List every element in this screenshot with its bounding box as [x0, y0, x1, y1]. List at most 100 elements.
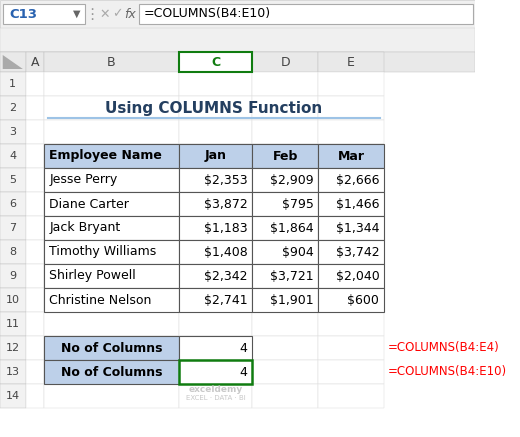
Text: ▼: ▼ [73, 9, 81, 19]
Bar [179, 216, 252, 240]
Bar [0, 360, 25, 384]
Bar [0, 312, 25, 336]
Polygon shape [3, 55, 23, 69]
Text: =COLUMNS(B4:E4): =COLUMNS(B4:E4) [387, 341, 499, 354]
Bar [25, 360, 44, 384]
Bar [318, 216, 384, 240]
Bar [25, 144, 44, 168]
Bar [44, 120, 179, 144]
Bar [318, 336, 384, 360]
Bar [44, 264, 179, 288]
Bar [44, 240, 179, 264]
Bar [252, 288, 318, 312]
Bar [179, 120, 252, 144]
Bar [318, 52, 384, 72]
Bar [318, 360, 384, 384]
Bar [0, 336, 25, 360]
Text: No of Columns: No of Columns [61, 341, 162, 354]
Text: fx: fx [124, 7, 136, 21]
Bar [252, 144, 318, 168]
Text: $3,872: $3,872 [204, 198, 248, 211]
Bar [252, 312, 318, 336]
Bar [0, 192, 25, 216]
Text: =COLUMNS(B4:E10): =COLUMNS(B4:E10) [387, 365, 506, 378]
Bar [44, 240, 179, 264]
Bar [44, 52, 179, 72]
Bar [25, 120, 44, 144]
Bar [252, 72, 318, 96]
Text: 5: 5 [9, 175, 16, 185]
Bar [318, 288, 384, 312]
Bar [318, 72, 384, 96]
Bar [318, 192, 384, 216]
Bar [25, 240, 44, 264]
Bar [179, 360, 252, 384]
Text: Shirley Powell: Shirley Powell [49, 270, 136, 282]
Bar [0, 216, 25, 240]
Bar [179, 336, 252, 360]
Bar [179, 384, 252, 408]
Text: 11: 11 [6, 319, 20, 329]
Bar [0, 144, 25, 168]
Text: $600: $600 [347, 294, 379, 306]
Bar [0, 264, 25, 288]
Text: C: C [211, 55, 220, 69]
Bar [179, 144, 252, 168]
Bar [318, 216, 384, 240]
Bar [44, 216, 179, 240]
Bar [252, 144, 318, 168]
Text: $3,742: $3,742 [336, 246, 379, 259]
Text: $904: $904 [282, 246, 314, 259]
Bar [318, 288, 384, 312]
Bar [0, 240, 25, 264]
Bar [252, 288, 318, 312]
Bar [179, 264, 252, 288]
Bar [44, 192, 179, 216]
Bar [179, 192, 252, 216]
Bar [44, 96, 179, 120]
Text: 2: 2 [9, 103, 16, 113]
Bar [44, 384, 179, 408]
Text: Employee Name: Employee Name [49, 149, 162, 163]
Bar [25, 52, 44, 72]
Bar [318, 264, 384, 288]
Text: $1,901: $1,901 [270, 294, 314, 306]
Bar [179, 52, 252, 72]
Text: $2,741: $2,741 [204, 294, 248, 306]
Text: Timothy Williams: Timothy Williams [49, 246, 157, 259]
Bar [179, 240, 252, 264]
Bar [44, 336, 179, 360]
Bar [179, 72, 252, 96]
Bar [25, 384, 44, 408]
Text: Feb: Feb [272, 149, 298, 163]
Bar [0, 168, 25, 192]
Bar [44, 288, 179, 312]
Bar [179, 168, 252, 192]
Bar [44, 336, 179, 360]
Text: =COLUMNS(B4:E10): =COLUMNS(B4:E10) [144, 7, 270, 21]
Text: 8: 8 [9, 247, 16, 257]
Bar [318, 144, 384, 168]
Bar [318, 240, 384, 264]
Text: $2,666: $2,666 [336, 173, 379, 187]
Bar [179, 216, 252, 240]
Text: 13: 13 [6, 367, 20, 377]
Bar [179, 168, 252, 192]
Bar [252, 360, 318, 384]
Bar [25, 264, 44, 288]
Text: $1,466: $1,466 [336, 198, 379, 211]
Bar [252, 52, 318, 72]
Text: $1,344: $1,344 [336, 222, 379, 235]
Bar [252, 216, 318, 240]
Bar [179, 312, 252, 336]
Text: E: E [347, 55, 355, 69]
Bar [0, 28, 475, 52]
Bar [0, 120, 25, 144]
Bar [44, 168, 179, 192]
Bar [3, 4, 85, 24]
Text: $1,408: $1,408 [204, 246, 248, 259]
Bar [25, 168, 44, 192]
Bar [44, 216, 179, 240]
Text: $2,909: $2,909 [270, 173, 314, 187]
Text: D: D [280, 55, 290, 69]
